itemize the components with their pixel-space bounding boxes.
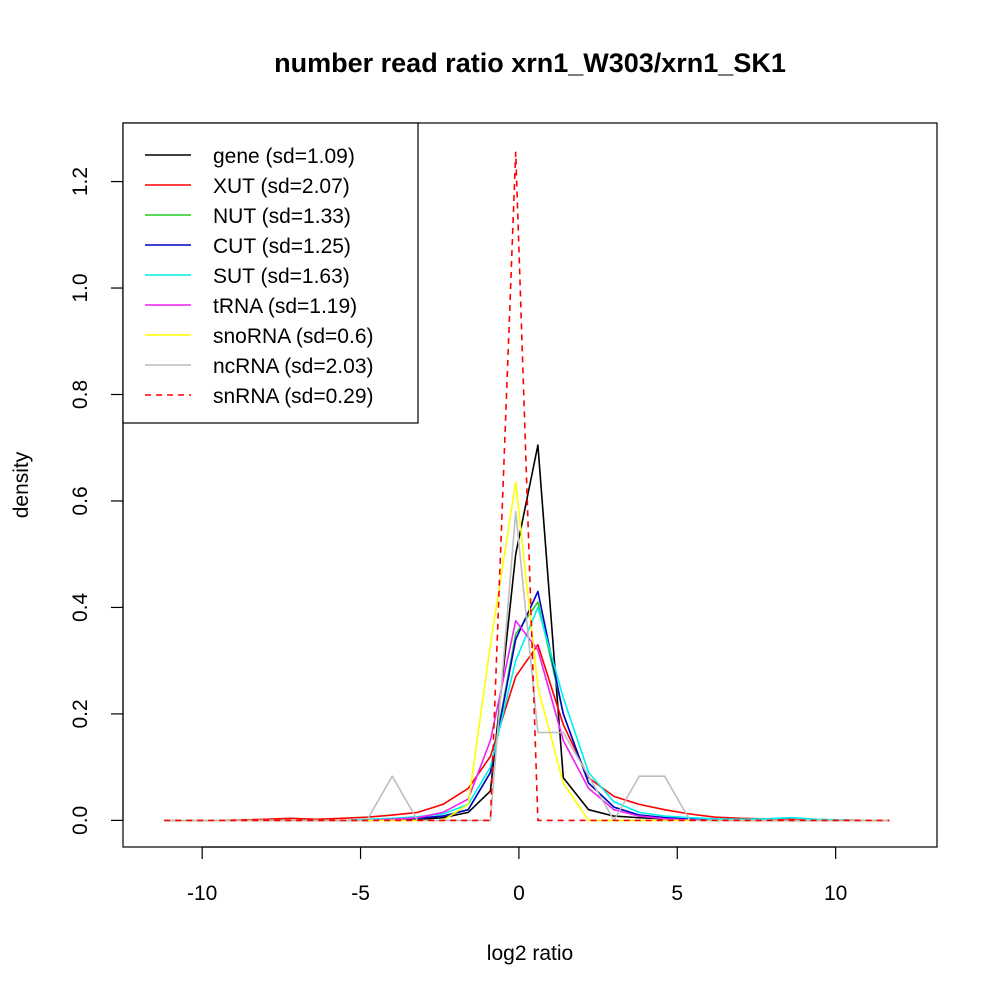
y-tick-label: 0.2 [69,699,92,728]
x-tick-label: 0 [513,882,525,905]
legend-label-gene: gene (sd=1.09) [213,145,355,168]
legend-label-xut: XUT (sd=2.07) [213,175,350,198]
chart-title: number read ratio xrn1_W303/xrn1_SK1 [274,48,786,78]
x-axis: -10 -5 0 5 10 [187,846,847,905]
y-tick-label: 0.4 [69,593,92,623]
legend-label-cut: CUT (sd=1.25) [213,235,351,258]
x-tick-label: 5 [671,882,683,905]
x-tick-label: 10 [824,882,847,905]
y-axis-label: density [10,451,33,518]
y-tick-label: 0.0 [69,806,92,835]
legend-label-nut: NUT (sd=1.33) [213,205,351,228]
series-line-snrna [164,151,890,822]
y-tick-label: 0.8 [69,380,92,409]
y-tick-label: 1.2 [69,167,92,196]
legend-label-ncrna: ncRNA (sd=2.03) [213,355,374,378]
y-axis: 0.0 0.2 0.4 0.6 0.8 1.0 1.2 [69,167,124,835]
series-line-trna [164,619,890,822]
legend-label-trna: tRNA (sd=1.19) [213,295,357,318]
legend: gene (sd=1.09) XUT (sd=2.07) NUT (sd=1.33)… [122,122,419,424]
series-line-ncrna [164,510,890,822]
legend-box [122,122,419,424]
series-line-sut [164,606,890,822]
legend-label-snorna: snoRNA (sd=0.6) [213,325,374,348]
y-tick-label: 1.0 [69,273,92,302]
legend-label-sut: SUT (sd=1.63) [213,265,350,288]
legend-label-snrna: snRNA (sd=0.29) [213,385,374,408]
y-tick-label: 0.6 [69,486,92,515]
x-tick-label: -10 [187,882,217,905]
series-line-xut [164,643,890,822]
legend-items: gene (sd=1.09) XUT (sd=2.07) NUT (sd=1.33)… [145,145,374,408]
series-line-snorna [164,481,890,822]
x-axis-label: log2 ratio [487,942,573,965]
series-layer [164,151,890,822]
x-tick-label: -5 [351,882,370,905]
